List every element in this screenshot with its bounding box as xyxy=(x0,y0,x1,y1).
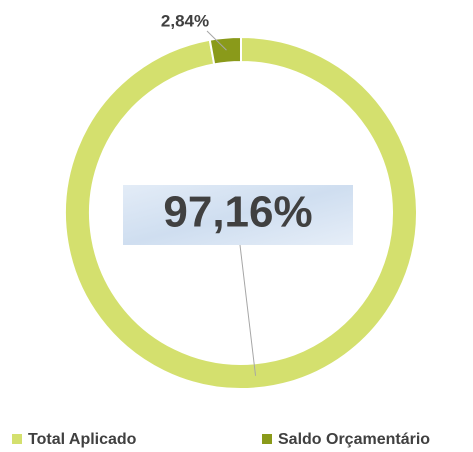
legend-label: Saldo Orçamentário xyxy=(278,431,430,448)
donut-slice xyxy=(208,35,242,66)
data-label: 97,16% xyxy=(163,188,312,237)
donut-slice xyxy=(64,35,418,390)
legend-label: Total Aplicado xyxy=(28,431,137,448)
legend-swatch xyxy=(262,434,272,444)
leader-line xyxy=(239,244,257,376)
label-box xyxy=(123,185,353,245)
legend-swatch xyxy=(12,434,22,444)
data-label: 2,84% xyxy=(161,11,209,30)
leader-line xyxy=(206,30,227,51)
